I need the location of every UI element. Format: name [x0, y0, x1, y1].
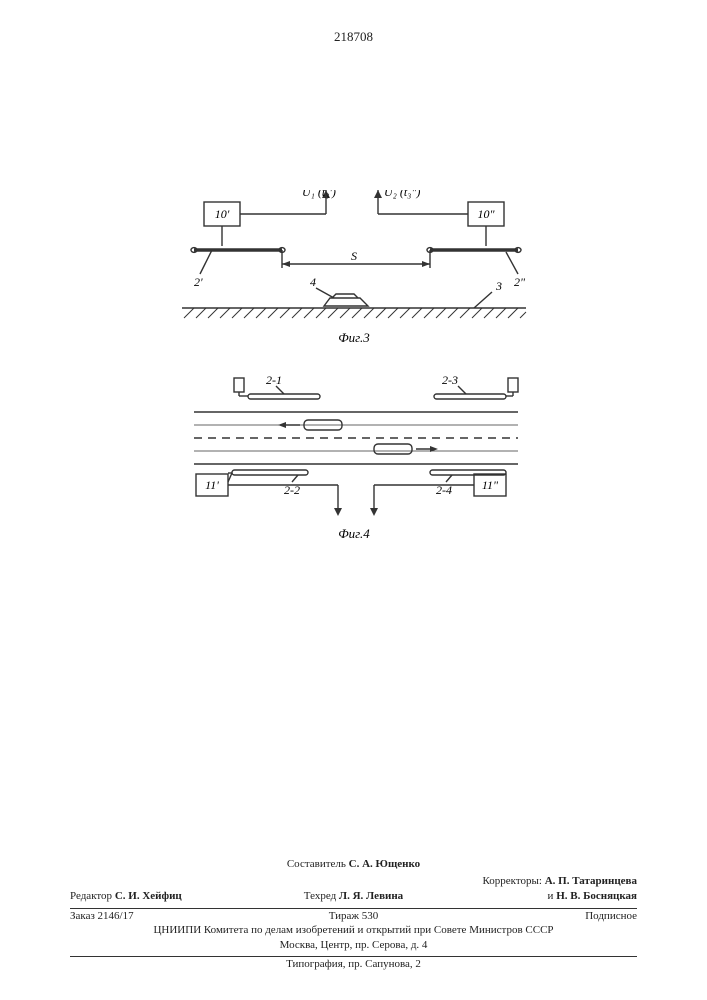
compiler-name: С. А. Ющенко — [349, 858, 420, 870]
page-number-wrap: 218708 — [0, 28, 707, 46]
page-number: 218708 — [334, 29, 373, 44]
techred-cell: Техред Л. Я. Левина — [242, 889, 465, 904]
fig3-car-label: 4 — [310, 275, 316, 289]
page: 218708 — [0, 0, 707, 1000]
footer: Составитель С. А. Ющенко Редактор С. И. … — [0, 857, 707, 972]
fig3-out-left-label: U₁ (t₃') — [302, 190, 336, 199]
typography: Типография, пр. Сапунова, 2 — [70, 957, 637, 972]
fig3-s-label: S — [351, 249, 357, 263]
editor-label: Редактор — [70, 890, 112, 902]
fig4-tl-label: 2-1 — [266, 373, 282, 387]
fig4-br-label: 2-4 — [436, 483, 452, 497]
tiraz: Тираж 530 — [232, 909, 475, 924]
fig3: 10' 10" U₁ (t₃') U₂ (t₃") S 2' 2" 4 3 Фи… — [174, 190, 534, 365]
editor-name: С. И. Хейфиц — [115, 890, 182, 902]
imprint-row1: Заказ 2146/17 Тираж 530 Подписное — [70, 909, 637, 924]
order: Заказ 2146/17 — [70, 909, 232, 924]
corrector1: А. П. Татаринцева — [545, 875, 637, 887]
fig4-box-right-label: 11" — [482, 478, 499, 492]
fig3-box-left-label: 10' — [215, 207, 230, 221]
fig4-tr-label: 2-3 — [442, 373, 458, 387]
fig4-box-left-label: 11' — [205, 478, 219, 492]
fig4-bl-label: 2-2 — [284, 483, 300, 497]
fig3-box-right-label: 10" — [477, 207, 495, 221]
org2: Москва, Центр, пр. Серова, д. 4 — [70, 938, 637, 953]
fig3-caption: Фиг.3 — [338, 330, 370, 345]
signed: Подписное — [475, 909, 637, 924]
fig4-caption: Фиг.4 — [338, 526, 370, 541]
editor-cell: Редактор С. И. Хейфиц — [70, 889, 242, 904]
org1: ЦНИИПИ Комитета по делам изобретений и о… — [70, 923, 637, 938]
correctors-label: Корректоры: — [482, 875, 541, 887]
fig4: 2-1 2-3 2-2 2-4 11' 11" Фиг.4 — [174, 370, 534, 550]
corrector2: Н. В. Босняцкая — [556, 890, 637, 902]
techred-label: Техред — [304, 890, 336, 902]
correctors-cell: Корректоры: А. П. Татаринцева и Н. В. Бо… — [465, 874, 637, 904]
fig4-svg: 2-1 2-3 2-2 2-4 11' 11" Фиг.4 — [174, 370, 534, 545]
fig3-left-arm-label: 2' — [194, 275, 203, 289]
corrector-and: и — [548, 890, 554, 902]
fig3-svg: 10' 10" U₁ (t₃') U₂ (t₃") S 2' 2" 4 3 Фи… — [174, 190, 534, 360]
fig3-right-arm-label: 2" — [514, 275, 526, 289]
compiler-line: Составитель С. А. Ющенко — [70, 857, 637, 872]
fig3-ground-label: 3 — [495, 279, 502, 293]
compiler-label: Составитель — [287, 858, 346, 870]
techred-name: Л. Я. Левина — [339, 890, 403, 902]
fig3-out-right-label: U₂ (t₃") — [384, 190, 420, 199]
